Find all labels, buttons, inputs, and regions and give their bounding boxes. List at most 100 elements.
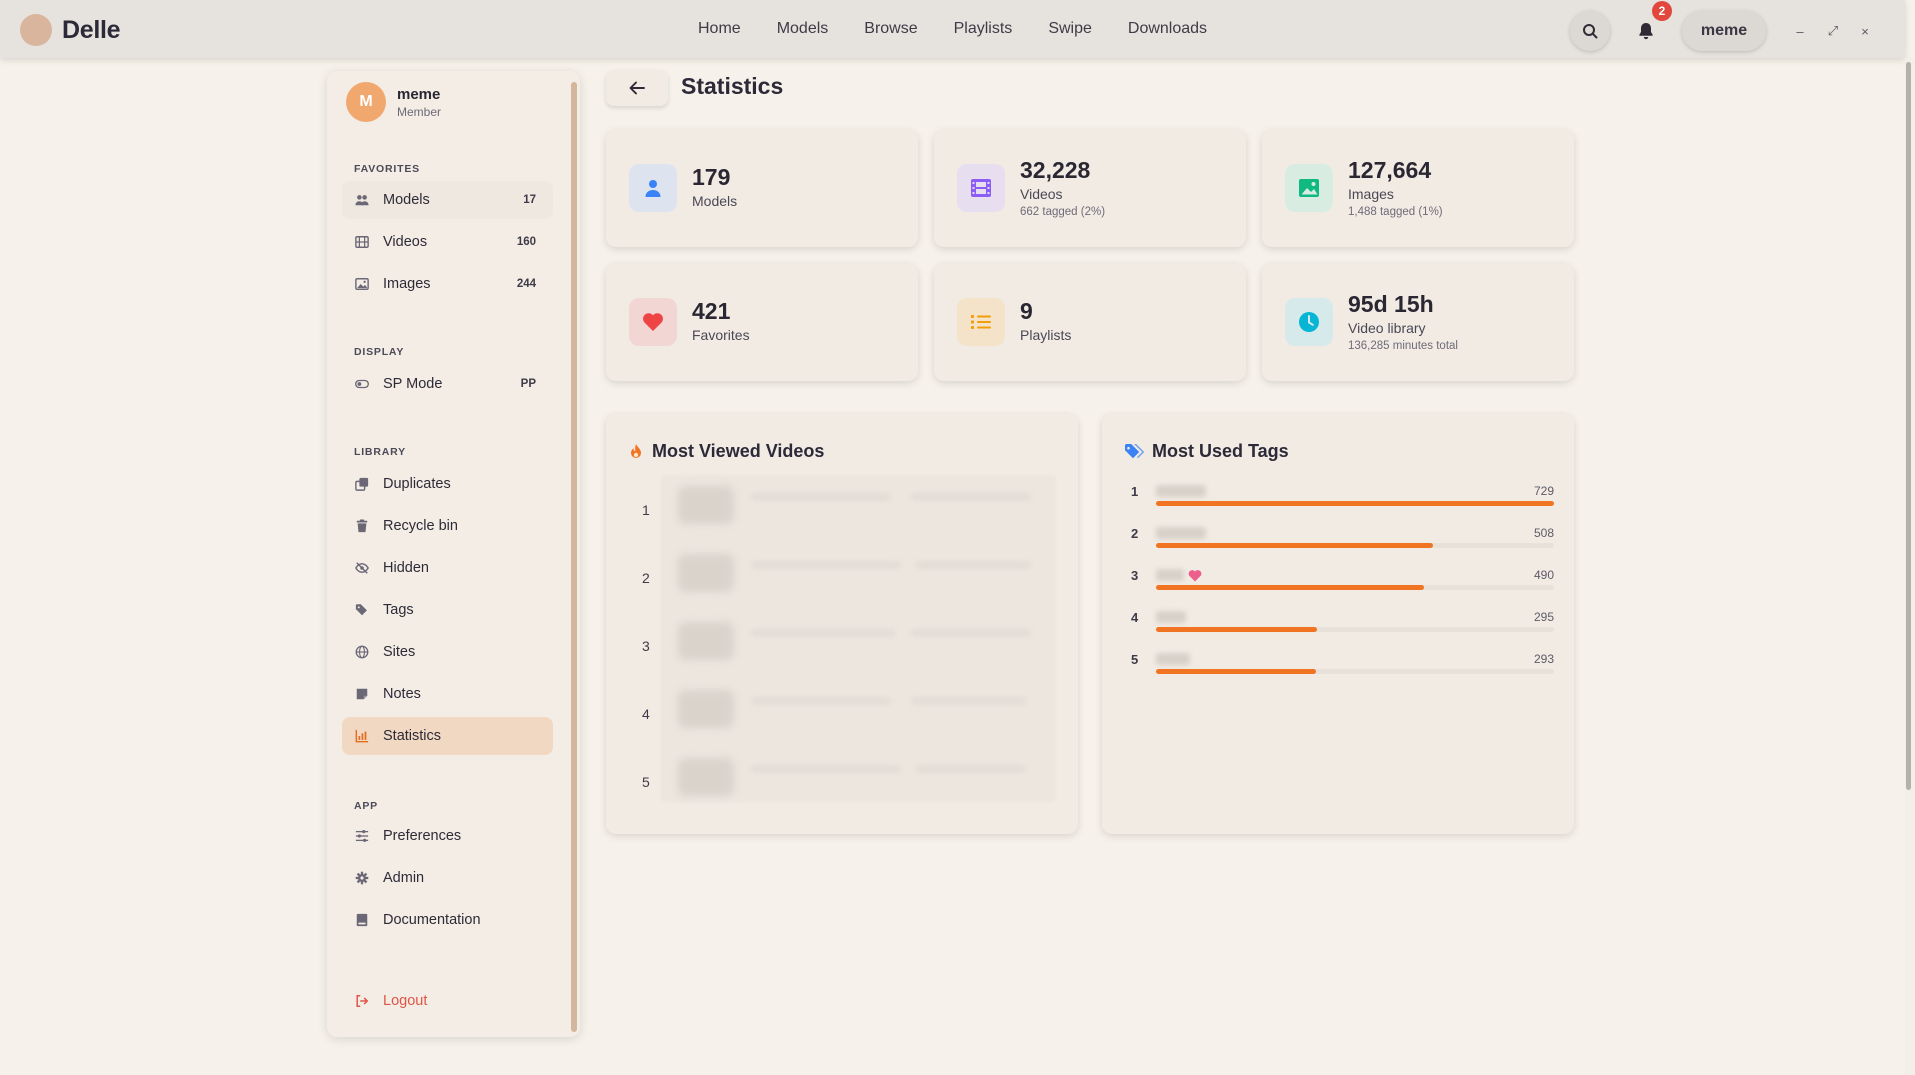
stat-subtext: 662 tagged (2%) xyxy=(1020,206,1106,218)
sliders-icon xyxy=(355,829,369,843)
tag-row[interactable]: 5 293 xyxy=(1124,652,1554,682)
clock-icon xyxy=(1285,298,1333,346)
sidebar-item-recycle-bin[interactable]: Recycle bin xyxy=(342,507,553,545)
brand[interactable]: Delle xyxy=(20,14,121,46)
sidebar-item-documentation[interactable]: Documentation xyxy=(342,901,553,939)
notifications-button[interactable] xyxy=(1626,11,1666,51)
tag-name-blurred xyxy=(1156,569,1184,581)
profile-name: meme xyxy=(397,85,441,103)
user-menu-button[interactable]: meme xyxy=(1682,11,1766,51)
tag-count: 293 xyxy=(1533,652,1554,666)
most-used-tags-panel: Most Used Tags 1 729 2 508 3 490 4 295 5… xyxy=(1102,414,1574,834)
sidebar-item-label: Notes xyxy=(383,686,421,702)
globe-icon xyxy=(355,645,369,659)
section-library: LIBRARY xyxy=(354,446,406,458)
film-icon xyxy=(957,164,1005,212)
avatar: M xyxy=(346,82,386,122)
panel-title: Most Used Tags xyxy=(1124,441,1289,462)
sidebar-item-label: Sites xyxy=(383,644,416,660)
minimize-button[interactable]: – xyxy=(1796,23,1804,39)
nav-home[interactable]: Home xyxy=(698,20,741,37)
tag-row[interactable]: 3 490 xyxy=(1124,568,1554,598)
chart-icon xyxy=(355,729,369,743)
stat-label: Playlists xyxy=(1020,327,1072,343)
logout-button[interactable]: Logout xyxy=(342,982,553,1020)
tag-name-blurred xyxy=(1156,653,1190,665)
video-thumbnail[interactable] xyxy=(678,690,734,728)
users-icon xyxy=(355,193,369,207)
nav-models[interactable]: Models xyxy=(776,20,829,37)
book-icon xyxy=(355,913,369,927)
sidebar-item-models[interactable]: Models 17 xyxy=(342,181,553,219)
sidebar-item-count: 244 xyxy=(516,278,536,290)
tag-bar-fill xyxy=(1156,585,1424,590)
tag-bar-fill xyxy=(1156,627,1318,632)
sidebar-item-label: Videos xyxy=(383,234,428,250)
search-button[interactable] xyxy=(1570,11,1610,51)
nav-playlists[interactable]: Playlists xyxy=(953,20,1013,37)
sidebar-item-label: Duplicates xyxy=(383,476,451,492)
tag-bar-track xyxy=(1156,627,1554,632)
sidebar-item-sp-mode[interactable]: SP Mode PP xyxy=(342,365,553,403)
stat-value: 127,664 xyxy=(1348,157,1432,183)
user-profile[interactable]: M meme Member xyxy=(346,82,441,122)
heart-icon xyxy=(629,298,677,346)
nav-swipe[interactable]: Swipe xyxy=(1048,20,1092,37)
sidebar-item-label: SP Mode xyxy=(383,376,443,392)
close-button[interactable]: × xyxy=(1861,23,1869,39)
video-rank: 2 xyxy=(642,570,650,586)
list-icon xyxy=(957,298,1005,346)
most-viewed-videos-panel: Most Viewed Videos 1 2 3 4 5 xyxy=(606,414,1078,834)
maximize-button[interactable]: ⤢ xyxy=(1827,23,1839,38)
stat-value: 32,228 xyxy=(1020,157,1091,183)
stat-subtext: 1,488 tagged (1%) xyxy=(1348,206,1443,218)
video-rank: 4 xyxy=(642,706,650,722)
nav-downloads[interactable]: Downloads xyxy=(1127,20,1208,37)
section-favorites: FAVORITES xyxy=(354,163,420,175)
sidebar-item-images[interactable]: Images 244 xyxy=(342,265,553,303)
sidebar-item-statistics[interactable]: Statistics xyxy=(342,717,553,755)
sidebar-item-duplicates[interactable]: Duplicates xyxy=(342,465,553,503)
stat-card-models: 179 Models xyxy=(606,130,918,247)
stat-value: 421 xyxy=(692,298,731,324)
sidebar-item-preferences[interactable]: Preferences xyxy=(342,817,553,855)
sidebar-item-label: Preferences xyxy=(383,828,462,844)
image-icon xyxy=(355,277,369,291)
sidebar-item-videos[interactable]: Videos 160 xyxy=(342,223,553,261)
sidebar-item-admin[interactable]: Admin xyxy=(342,859,553,897)
video-thumbnail[interactable] xyxy=(678,758,734,796)
tag-bar-fill xyxy=(1156,543,1434,548)
page-scrollbar-thumb[interactable] xyxy=(1906,62,1911,790)
video-thumbnail[interactable] xyxy=(678,622,734,660)
tag-bar-track xyxy=(1156,543,1554,548)
image-icon xyxy=(1285,164,1333,212)
tag-row[interactable]: 1 729 xyxy=(1124,484,1554,514)
sidebar-scrollbar[interactable] xyxy=(571,82,577,1032)
arrow-left-icon xyxy=(629,81,645,95)
stat-label: Video library xyxy=(1348,320,1426,336)
video-thumbnail[interactable] xyxy=(678,486,734,524)
tag-row[interactable]: 2 508 xyxy=(1124,526,1554,556)
heart-icon xyxy=(1188,570,1202,582)
sidebar-item-label: Tags xyxy=(383,602,414,618)
film-icon xyxy=(355,235,369,249)
video-thumbnail[interactable] xyxy=(678,554,734,592)
logout-icon xyxy=(355,994,369,1008)
sidebar-item-label: Documentation xyxy=(383,912,481,928)
stat-value: 9 xyxy=(1020,298,1033,324)
tag-bar-track xyxy=(1156,669,1554,674)
tag-name-blurred xyxy=(1156,611,1186,623)
stat-card-videos: 32,228 Videos 662 tagged (2%) xyxy=(934,130,1246,247)
gear-icon xyxy=(355,871,369,885)
sidebar-item-notes[interactable]: Notes xyxy=(342,675,553,713)
sidebar-item-hidden[interactable]: Hidden xyxy=(342,549,553,587)
note-icon xyxy=(355,687,369,701)
tag-row[interactable]: 4 295 xyxy=(1124,610,1554,640)
nav-browse[interactable]: Browse xyxy=(864,20,918,37)
sidebar-item-tags[interactable]: Tags xyxy=(342,591,553,629)
toggle-icon xyxy=(355,377,369,391)
video-rank: 1 xyxy=(642,502,650,518)
back-button[interactable] xyxy=(606,70,668,106)
sidebar-item-label: Hidden xyxy=(383,560,429,576)
sidebar-item-sites[interactable]: Sites xyxy=(342,633,553,671)
